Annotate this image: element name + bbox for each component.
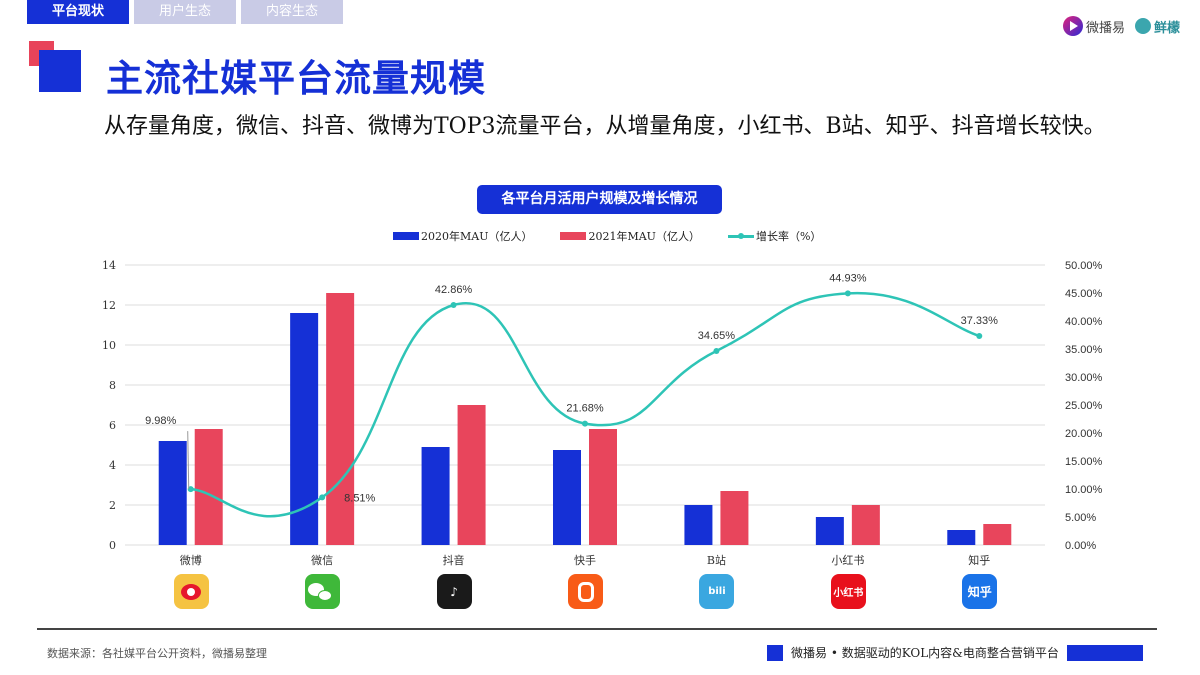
category-label: B站 — [707, 553, 726, 567]
page-title: 主流社媒平台流量规模 — [106, 57, 486, 100]
category-label: 快手 — [574, 553, 596, 567]
category-label: 抖音 — [443, 553, 465, 567]
bar-2020 — [158, 441, 187, 545]
legend-growth: 增长率（%） — [727, 228, 821, 244]
decor-square-blue — [39, 50, 81, 92]
bar-2020 — [421, 447, 450, 545]
legend-line-icon — [727, 232, 754, 239]
play-icon — [1062, 16, 1083, 36]
left-tick: 4 — [109, 459, 116, 472]
bar-2021 — [720, 491, 749, 545]
footer-tagline: 微播易 • 数据驱动的KOL内容&电商整合营销平台 — [767, 644, 1143, 661]
app-icon-5: 小红书 — [830, 574, 866, 609]
growth-point — [713, 347, 720, 354]
app-icon-4: bili — [699, 574, 735, 609]
growth-point — [187, 486, 194, 493]
app-icon-3 — [568, 574, 603, 609]
legend-swatch-blue — [393, 232, 419, 240]
growth-point — [450, 301, 457, 308]
tab-platform-status[interactable]: 平台现状 — [27, 0, 129, 24]
footer-square — [767, 644, 783, 661]
left-axis: 0 2 4 6 8 10 12 14 — [102, 259, 116, 552]
legend-swatch-red — [560, 232, 587, 240]
growth-label: 9.98% — [145, 415, 176, 427]
legend-2021: 2021年MAU（亿人） — [560, 228, 700, 244]
xianmeng-icon — [1134, 18, 1151, 34]
left-tick: 10 — [102, 339, 116, 352]
bar-2020 — [947, 530, 976, 545]
category-label: 微博 — [180, 553, 202, 567]
right-tick: 35.00% — [1065, 344, 1103, 356]
left-tick: 6 — [109, 419, 116, 432]
app-icon-2: ♪ — [436, 574, 472, 609]
bar-2021 — [851, 505, 880, 545]
right-tick: 10.00% — [1065, 484, 1103, 496]
growth-point — [844, 290, 851, 297]
weiboyi-logo: 微播易 — [1062, 16, 1125, 36]
left-tick: 14 — [102, 259, 116, 272]
bar-2021 — [457, 405, 486, 545]
growth-label: 44.93% — [829, 272, 867, 284]
right-tick: 25.00% — [1065, 400, 1103, 412]
right-tick: 5.00% — [1065, 512, 1096, 524]
data-source: 数据来源：各社媒平台公开资料，微播易整理 — [47, 647, 267, 660]
footer-bar — [1066, 644, 1143, 661]
chart-title: 各平台月活用户规模及增长情况 — [477, 185, 722, 214]
app-icon-6: 知乎 — [962, 574, 998, 609]
category-label: 小红书 — [831, 554, 864, 567]
legend-2020: 2020年MAU（亿人） — [393, 228, 532, 244]
chart-legend: 2020年MAU（亿人） 2021年MAU（亿人） 增长率（%） — [393, 228, 821, 244]
right-tick: 45.00% — [1065, 288, 1103, 300]
page-subtitle: 从存量角度，微信、抖音、微博为TOP3流量平台，从增量角度，小红书、B站、知乎、… — [104, 114, 1106, 139]
bar-2021 — [983, 524, 1012, 545]
bar-2021 — [326, 293, 355, 545]
right-tick: 30.00% — [1065, 372, 1103, 384]
bars — [158, 293, 1012, 545]
growth-point — [582, 420, 588, 427]
growth-point — [319, 494, 326, 501]
category-axis: 微博 微信 抖音 快手 B站 小红书 知乎 — [180, 553, 991, 567]
right-tick: 40.00% — [1065, 316, 1103, 328]
category-label: 微信 — [311, 553, 333, 567]
right-tick: 0.00% — [1065, 540, 1096, 552]
category-label: 知乎 — [968, 553, 990, 567]
bar-2021 — [589, 429, 617, 545]
left-tick: 12 — [102, 299, 116, 312]
bar-2020 — [290, 313, 319, 545]
left-tick: 2 — [109, 499, 116, 512]
section-tabs: 平台现状 用户生态 内容生态 — [27, 0, 343, 24]
app-icon-1 — [305, 574, 341, 609]
right-tick: 15.00% — [1065, 456, 1103, 468]
growth-label: 8.51% — [344, 492, 375, 504]
right-tick: 20.00% — [1065, 428, 1103, 440]
xianmeng-logo: 鲜檬 — [1134, 17, 1180, 36]
app-icon-0 — [173, 574, 209, 609]
tab-user-ecology[interactable]: 用户生态 — [134, 0, 236, 24]
bar-2021 — [194, 429, 223, 545]
tab-content-ecology[interactable]: 内容生态 — [241, 0, 343, 24]
right-axis: 0.00% 5.00% 10.00% 15.00% 20.00% 25.00% 30.00%… — [1065, 260, 1103, 552]
right-tick: 50.00% — [1065, 260, 1103, 272]
growth-label: 37.33% — [961, 315, 999, 327]
left-tick: 8 — [109, 379, 116, 392]
growth-label: 34.65% — [698, 330, 736, 342]
footer-divider — [37, 628, 1157, 630]
growth-label: 42.86% — [435, 284, 473, 296]
logo-area: 微播易 鲜檬 — [1062, 16, 1180, 36]
bar-2020 — [815, 517, 844, 545]
left-tick: 0 — [109, 539, 116, 552]
bar-2020 — [684, 505, 713, 545]
growth-label: 21.68% — [566, 403, 604, 415]
growth-point — [976, 332, 983, 339]
growth-line: 9.98% 8.51% 42.86% 21.68% 34.65% 44.93% 37.33% — [145, 272, 999, 518]
bar-2020 — [553, 450, 581, 545]
